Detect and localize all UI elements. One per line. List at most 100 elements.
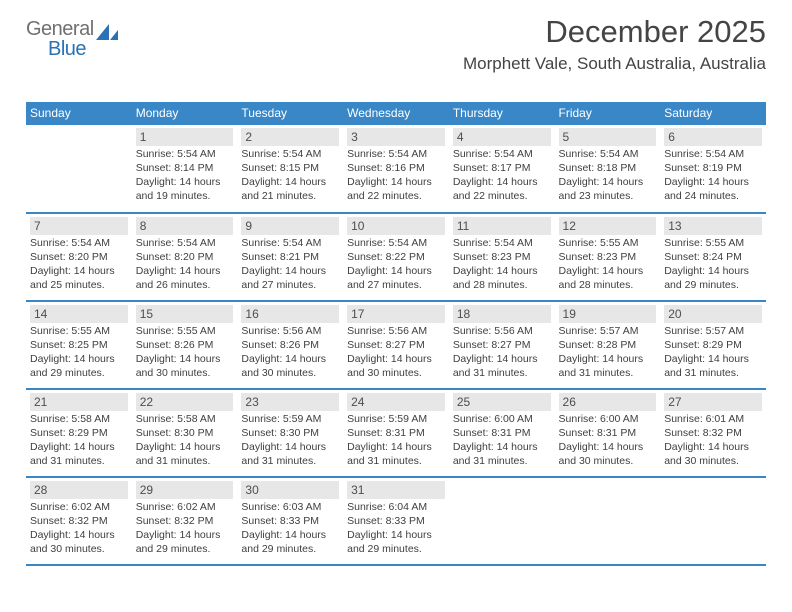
day-cell: 27 Sunrise: 6:01 AMSunset: 8:32 PMDayligh… xyxy=(660,389,766,477)
day-details: Sunrise: 5:55 AMSunset: 8:26 PMDaylight:… xyxy=(136,325,234,380)
week-row: 7 Sunrise: 5:54 AMSunset: 8:20 PMDaylight… xyxy=(26,213,766,301)
day-cell: 16Sunrise: 5:56 AMSunset: 8:26 PMDayligh… xyxy=(237,301,343,389)
day-cell xyxy=(449,477,555,565)
logo-sail-icon xyxy=(96,24,118,40)
day-cell xyxy=(26,125,132,213)
day-details: Sunrise: 5:55 AMSunset: 8:24 PMDaylight:… xyxy=(664,237,762,292)
day-details: Sunrise: 5:54 AMSunset: 8:16 PMDaylight:… xyxy=(347,148,445,203)
day-details: Sunrise: 5:54 AMSunset: 8:15 PMDaylight:… xyxy=(241,148,339,203)
logo-text-blue-wrap: Blue xyxy=(48,38,86,61)
day-details: Sunrise: 5:54 AMSunset: 8:18 PMDaylight:… xyxy=(559,148,657,203)
day-details: Sunrise: 6:02 AMSunset: 8:32 PMDaylight:… xyxy=(30,501,128,556)
day-details: Sunrise: 5:57 AMSunset: 8:28 PMDaylight:… xyxy=(559,325,657,380)
day-details: Sunrise: 5:54 AMSunset: 8:19 PMDaylight:… xyxy=(664,148,762,203)
day-details: Sunrise: 5:57 AMSunset: 8:29 PMDaylight:… xyxy=(664,325,762,380)
weekday-header: Saturday xyxy=(660,102,766,125)
day-number: 4 xyxy=(453,128,551,146)
day-cell: 6 Sunrise: 5:54 AMSunset: 8:19 PMDaylight… xyxy=(660,125,766,213)
day-number: 27 xyxy=(664,393,762,411)
day-number: 5 xyxy=(559,128,657,146)
day-details: Sunrise: 5:55 AMSunset: 8:25 PMDaylight:… xyxy=(30,325,128,380)
day-cell: 30 Sunrise: 6:03 AMSunset: 8:33 PMDayligh… xyxy=(237,477,343,565)
day-details: Sunrise: 6:04 AMSunset: 8:33 PMDaylight:… xyxy=(347,501,445,556)
weekday-header: Friday xyxy=(555,102,661,125)
logo-text-blue: Blue xyxy=(48,38,86,60)
day-cell: 3 Sunrise: 5:54 AMSunset: 8:16 PMDaylight… xyxy=(343,125,449,213)
day-details: Sunrise: 5:56 AMSunset: 8:27 PMDaylight:… xyxy=(453,325,551,380)
day-number: 30 xyxy=(241,481,339,499)
day-details: Sunrise: 6:03 AMSunset: 8:33 PMDaylight:… xyxy=(241,501,339,556)
day-number: 20 xyxy=(664,305,762,323)
day-details: Sunrise: 5:58 AMSunset: 8:30 PMDaylight:… xyxy=(136,413,234,468)
day-number: 25 xyxy=(453,393,551,411)
day-cell: 29Sunrise: 6:02 AMSunset: 8:32 PMDayligh… xyxy=(132,477,238,565)
weekday-header-row: Sunday Monday Tuesday Wednesday Thursday… xyxy=(26,102,766,125)
day-cell xyxy=(660,477,766,565)
day-cell: 24 Sunrise: 5:59 AMSunset: 8:31 PMDayligh… xyxy=(343,389,449,477)
day-number: 13 xyxy=(664,217,762,235)
day-cell: 23Sunrise: 5:59 AMSunset: 8:30 PMDayligh… xyxy=(237,389,343,477)
day-cell: 31Sunrise: 6:04 AMSunset: 8:33 PMDayligh… xyxy=(343,477,449,565)
day-number: 8 xyxy=(136,217,234,235)
weekday-header: Wednesday xyxy=(343,102,449,125)
day-number: 6 xyxy=(664,128,762,146)
day-cell: 14 Sunrise: 5:55 AMSunset: 8:25 PMDayligh… xyxy=(26,301,132,389)
day-number: 9 xyxy=(241,217,339,235)
day-details: Sunrise: 5:58 AMSunset: 8:29 PMDaylight:… xyxy=(30,413,128,468)
day-number: 7 xyxy=(30,217,128,235)
day-number: 24 xyxy=(347,393,445,411)
day-number: 14 xyxy=(30,305,128,323)
day-cell: 10 Sunrise: 5:54 AMSunset: 8:22 PMDayligh… xyxy=(343,213,449,301)
day-number: 10 xyxy=(347,217,445,235)
location: Morphett Vale, South Australia, Australi… xyxy=(463,54,766,74)
day-details: Sunrise: 5:54 AMSunset: 8:17 PMDaylight:… xyxy=(453,148,551,203)
day-details: Sunrise: 5:59 AMSunset: 8:31 PMDaylight:… xyxy=(347,413,445,468)
day-number: 26 xyxy=(559,393,657,411)
day-number: 21 xyxy=(30,393,128,411)
day-cell: 17 Sunrise: 5:56 AMSunset: 8:27 PMDayligh… xyxy=(343,301,449,389)
day-cell: 7 Sunrise: 5:54 AMSunset: 8:20 PMDaylight… xyxy=(26,213,132,301)
day-number: 3 xyxy=(347,128,445,146)
day-cell: 11 Sunrise: 5:54 AMSunset: 8:23 PMDayligh… xyxy=(449,213,555,301)
day-number: 11 xyxy=(453,217,551,235)
day-details: Sunrise: 5:54 AMSunset: 8:21 PMDaylight:… xyxy=(241,237,339,292)
day-details: Sunrise: 5:54 AMSunset: 8:22 PMDaylight:… xyxy=(347,237,445,292)
day-cell: 4 Sunrise: 5:54 AMSunset: 8:17 PMDaylight… xyxy=(449,125,555,213)
day-number: 15 xyxy=(136,305,234,323)
day-number: 29 xyxy=(136,481,234,499)
month-title: December 2025 xyxy=(463,14,766,50)
day-cell: 26 Sunrise: 6:00 AMSunset: 8:31 PMDayligh… xyxy=(555,389,661,477)
day-cell: 5 Sunrise: 5:54 AMSunset: 8:18 PMDaylight… xyxy=(555,125,661,213)
day-details: Sunrise: 5:56 AMSunset: 8:27 PMDaylight:… xyxy=(347,325,445,380)
week-row: 21 Sunrise: 5:58 AMSunset: 8:29 PMDayligh… xyxy=(26,389,766,477)
day-cell: 19 Sunrise: 5:57 AMSunset: 8:28 PMDayligh… xyxy=(555,301,661,389)
day-cell xyxy=(555,477,661,565)
title-block: December 2025 Morphett Vale, South Austr… xyxy=(463,14,766,74)
day-cell: 21 Sunrise: 5:58 AMSunset: 8:29 PMDayligh… xyxy=(26,389,132,477)
day-number: 12 xyxy=(559,217,657,235)
week-row: 28 Sunrise: 6:02 AMSunset: 8:32 PMDayligh… xyxy=(26,477,766,565)
day-number: 28 xyxy=(30,481,128,499)
day-details: Sunrise: 5:56 AMSunset: 8:26 PMDaylight:… xyxy=(241,325,339,380)
day-cell: 28 Sunrise: 6:02 AMSunset: 8:32 PMDayligh… xyxy=(26,477,132,565)
week-row: 14 Sunrise: 5:55 AMSunset: 8:25 PMDayligh… xyxy=(26,301,766,389)
day-cell: 2Sunrise: 5:54 AMSunset: 8:15 PMDaylight… xyxy=(237,125,343,213)
calendar-table: Sunday Monday Tuesday Wednesday Thursday… xyxy=(26,102,766,566)
day-cell: 22 Sunrise: 5:58 AMSunset: 8:30 PMDayligh… xyxy=(132,389,238,477)
day-number: 18 xyxy=(453,305,551,323)
day-details: Sunrise: 6:00 AMSunset: 8:31 PMDaylight:… xyxy=(559,413,657,468)
day-cell: 13 Sunrise: 5:55 AMSunset: 8:24 PMDayligh… xyxy=(660,213,766,301)
day-cell: 8Sunrise: 5:54 AMSunset: 8:20 PMDaylight… xyxy=(132,213,238,301)
day-cell: 25 Sunrise: 6:00 AMSunset: 8:31 PMDayligh… xyxy=(449,389,555,477)
day-details: Sunrise: 5:55 AMSunset: 8:23 PMDaylight:… xyxy=(559,237,657,292)
day-number: 23 xyxy=(241,393,339,411)
day-details: Sunrise: 6:00 AMSunset: 8:31 PMDaylight:… xyxy=(453,413,551,468)
day-details: Sunrise: 5:54 AMSunset: 8:20 PMDaylight:… xyxy=(30,237,128,292)
day-number: 22 xyxy=(136,393,234,411)
day-cell: 18 Sunrise: 5:56 AMSunset: 8:27 PMDayligh… xyxy=(449,301,555,389)
day-number: 19 xyxy=(559,305,657,323)
day-number: 17 xyxy=(347,305,445,323)
day-details: Sunrise: 6:01 AMSunset: 8:32 PMDaylight:… xyxy=(664,413,762,468)
day-details: Sunrise: 5:54 AMSunset: 8:23 PMDaylight:… xyxy=(453,237,551,292)
day-details: Sunrise: 5:54 AMSunset: 8:14 PMDaylight:… xyxy=(136,148,234,203)
